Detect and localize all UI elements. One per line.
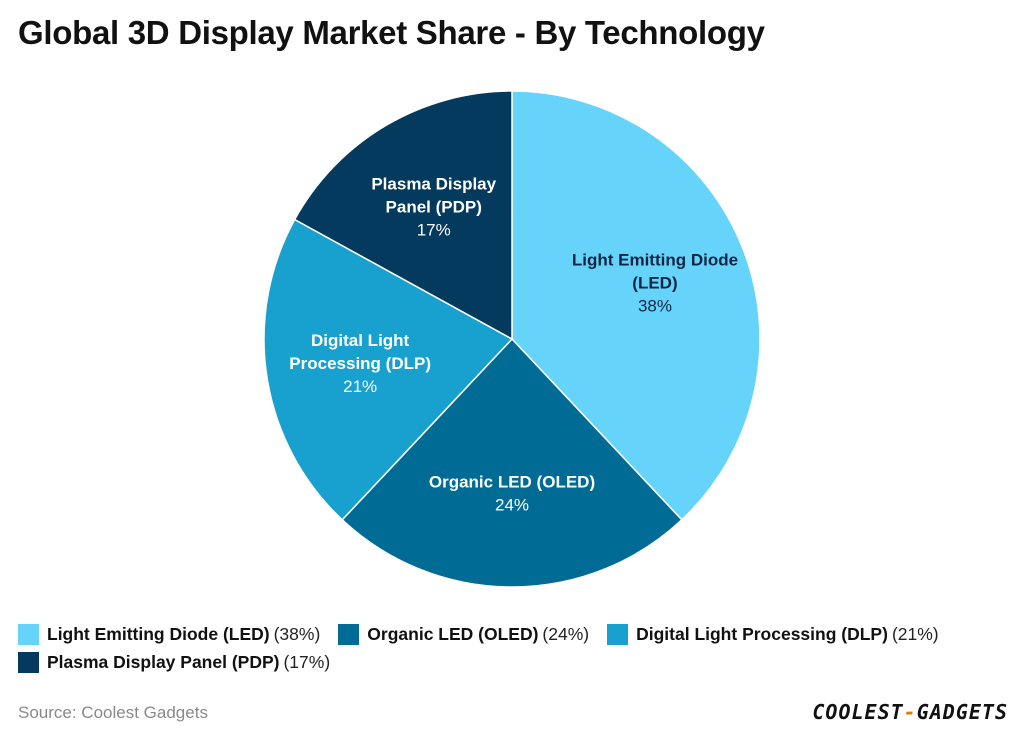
- slice-value-oled: 24%: [495, 495, 529, 514]
- slice-value-pdp: 17%: [417, 221, 451, 240]
- legend-item-dlp: Digital Light Processing (DLP) (21%): [607, 623, 939, 645]
- brand-logo-separator: -: [903, 700, 917, 724]
- pie-slice-oled: [341, 337, 683, 588]
- slice-label-pdp-line-2: Panel (PDP): [386, 198, 482, 217]
- brand-logo-left: COOLEST: [812, 700, 904, 724]
- brand-logo-right: GADGETS: [916, 700, 1008, 724]
- legend-swatch-pdp: [18, 651, 39, 673]
- legend-value-oled: (24%): [542, 623, 590, 644]
- legend-row-1: Light Emitting Diode (LED) (38%) Organic…: [18, 620, 1018, 648]
- brand-logo: COOLEST-GADGETS: [812, 700, 1008, 724]
- legend-row-2: Plasma Display Panel (PDP) (17%): [18, 648, 1018, 676]
- pie-slice-dlp: [263, 218, 514, 521]
- legend-value-pdp: (17%): [283, 651, 331, 672]
- slice-label-oled-line-1: Organic LED (OLED): [429, 472, 595, 491]
- slice-value-dlp: 21%: [343, 377, 377, 396]
- legend-item-led: Light Emitting Diode (LED) (38%): [18, 623, 321, 645]
- legend-label-dlp: Digital Light Processing (DLP): [636, 623, 888, 644]
- legend-swatch-led: [18, 623, 39, 645]
- legend-item-pdp: Plasma Display Panel (PDP) (17%): [18, 651, 331, 673]
- pie-slice-led: [511, 90, 761, 521]
- legend-label-led: Light Emitting Diode (LED): [47, 623, 270, 644]
- legend-value-led: (38%): [273, 623, 321, 644]
- pie-chart: Light Emitting Diode (LED) 38% Organic LED …: [263, 90, 761, 588]
- legend-value-dlp: (21%): [891, 623, 939, 644]
- legend-swatch-dlp: [607, 623, 629, 645]
- slice-label-dlp-line-1: Digital Light: [311, 331, 410, 350]
- legend-swatch-oled: [338, 623, 360, 645]
- pie-slice-pdp: [293, 90, 513, 341]
- legend-label-pdp: Plasma Display Panel (PDP): [47, 651, 280, 672]
- chart-title: Global 3D Display Market Share - By Tech…: [18, 14, 765, 51]
- slice-value-led: 38%: [638, 296, 672, 315]
- slice-label-pdp-line-1: Plasma Display: [371, 175, 496, 194]
- source-note: Source: Coolest Gadgets: [18, 703, 208, 722]
- legend-item-oled: Organic LED (OLED) (24%): [338, 623, 590, 645]
- legend-label-oled: Organic LED (OLED): [367, 623, 539, 644]
- chart-legend: Light Emitting Diode (LED) (38%) Organic…: [18, 620, 1018, 676]
- slice-label-dlp-line-2: Processing (DLP): [289, 354, 431, 373]
- slice-label-led-line-2: (LED): [632, 273, 677, 292]
- slice-label-led-line-1: Light Emitting Diode: [572, 250, 738, 269]
